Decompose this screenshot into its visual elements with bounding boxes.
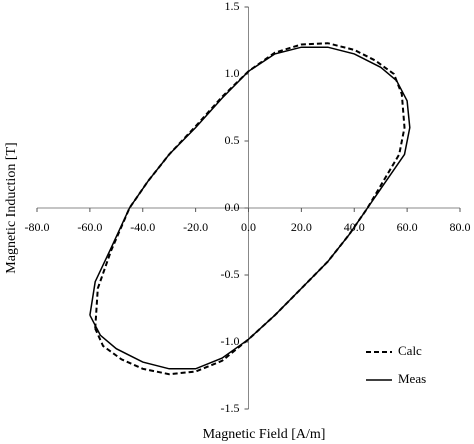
y-tick-label: 0.5 (225, 133, 240, 147)
x-tick-label: 20.0 (291, 220, 312, 234)
y-tick-label: -0.5 (221, 267, 240, 281)
x-tick-label: 0.0 (241, 220, 256, 234)
y-tick-label: 1.5 (225, 0, 240, 13)
y-tick-label: -1.0 (221, 334, 240, 348)
y-tick-label: -1.5 (221, 401, 240, 415)
legend-label: Meas (398, 371, 426, 386)
y-axis-title: Magnetic Induction [T] (4, 142, 19, 273)
series-line (89, 46, 411, 370)
x-tick-label: 80.0 (450, 220, 471, 234)
y-tick-label: 1.0 (225, 66, 240, 80)
x-tick-label: -80.0 (25, 220, 50, 234)
x-tick-label: -20.0 (183, 220, 208, 234)
x-tick-label: -40.0 (130, 220, 155, 234)
legend-label: Calc (398, 343, 422, 358)
series-line (94, 42, 406, 376)
y-tick-label: 0.0 (225, 200, 240, 214)
x-tick-label: -60.0 (77, 220, 102, 234)
x-tick-label: 60.0 (397, 220, 418, 234)
x-axis-title: Magnetic Field [A/m] (203, 427, 326, 442)
